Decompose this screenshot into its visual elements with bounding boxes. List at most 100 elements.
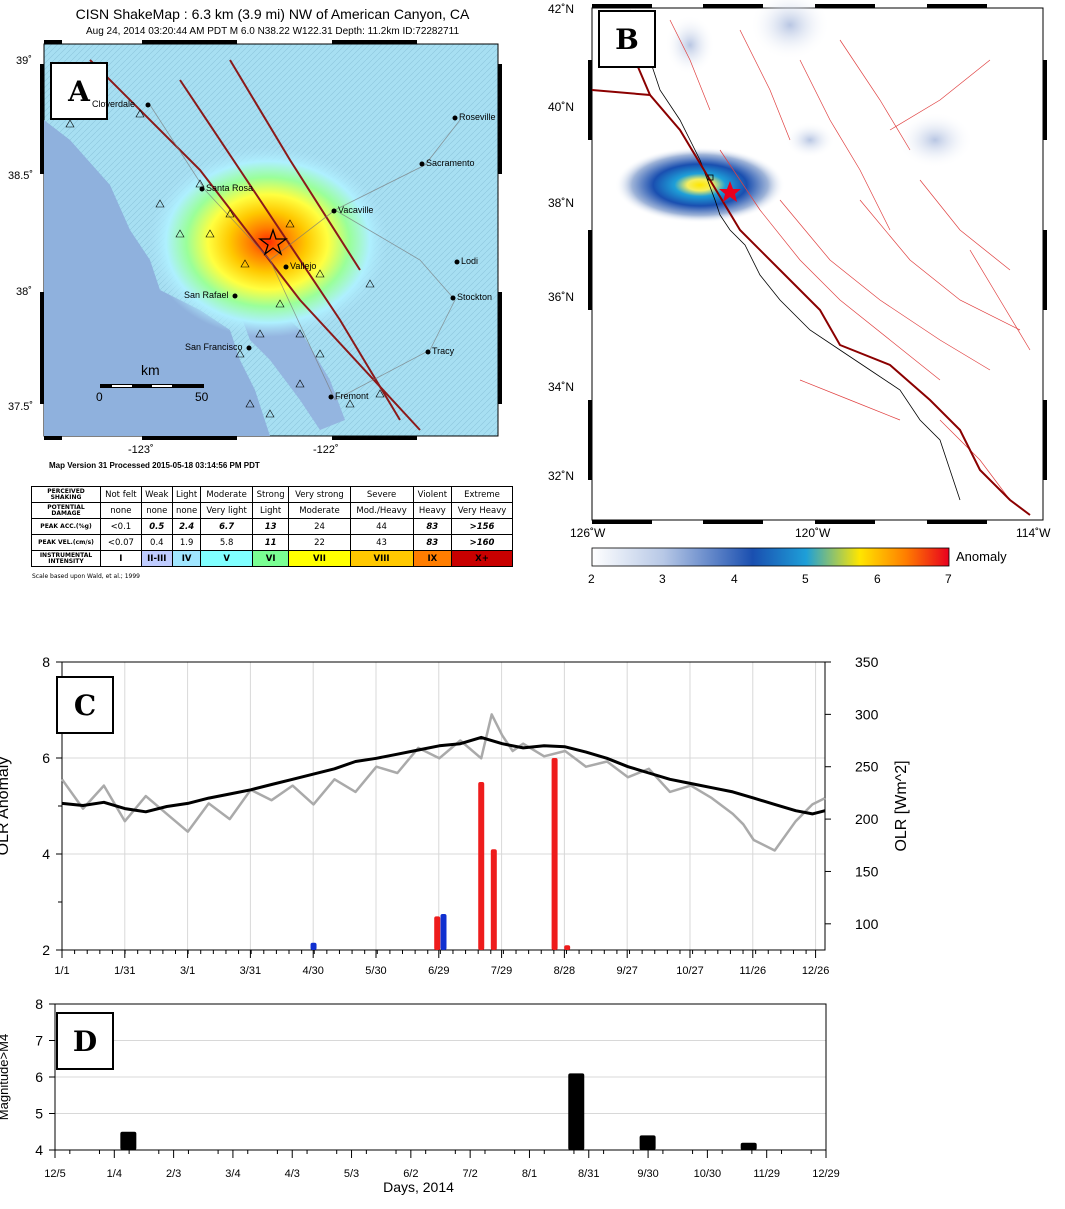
magnitude-bar — [639, 1135, 656, 1150]
lon-tick: -123˚ — [128, 444, 154, 456]
intensity-row-header: POTENTIAL DAMAGE — [31, 502, 101, 519]
lat-tick: 40˚N — [548, 100, 575, 114]
x-tick-label: 1/1 — [54, 965, 69, 977]
city-label: San Francisco — [185, 342, 243, 352]
intensity-row-header: PEAK ACC.(%g) — [31, 518, 101, 535]
scale-min: 0 — [96, 390, 103, 404]
y-tick-label: 5 — [35, 1106, 43, 1122]
y-tick-label: 8 — [35, 996, 43, 1012]
red-anomaly-bar — [564, 945, 571, 950]
intensity-cell: 83 — [412, 534, 453, 551]
x-tick-label: 8/1 — [522, 1168, 537, 1180]
magnitude-bar — [120, 1131, 137, 1150]
intensity-cell: Very Heavy — [451, 502, 513, 519]
lon-tick: -122˚ — [313, 444, 339, 456]
city-label: Stockton — [457, 292, 493, 302]
city-label: Tracy — [432, 346, 455, 356]
map-version: Map Version 31 Processed 2015-05-18 03:1… — [49, 461, 260, 470]
lat-tick: 38.5˚ — [8, 170, 34, 182]
intensity-cell: Extreme — [451, 486, 513, 503]
lat-tick: 38˚N — [548, 196, 575, 210]
red-anomaly-bar — [434, 916, 441, 950]
intensity-cell: >156 — [451, 518, 513, 535]
intensity-cell: IV — [171, 550, 202, 567]
x-tick-label: 6/2 — [403, 1168, 418, 1180]
intensity-cell: Light — [171, 486, 202, 503]
intensity-table-row: PEAK ACC.(%g) <0.1 0.5 2.4 6.7 13 24 44 83 >156 — [31, 518, 513, 535]
x-tick-label: 8/28 — [554, 965, 575, 977]
intensity-table-row: INSTRUMENTAL INTENSITY I II-III IV V VI VII VII… — [31, 550, 513, 567]
intensity-cell: Not felt — [100, 486, 142, 503]
intensity-cell: 43 — [349, 534, 414, 551]
city-label: Lodi — [461, 256, 479, 266]
intensity-table-row: POTENTIAL DAMAGE none none none Very light Li… — [31, 502, 513, 519]
intensity-cell: 1.9 — [171, 534, 202, 551]
shakemap-map — [40, 40, 502, 440]
y-tick-label: 6 — [42, 750, 50, 766]
lat-tick: 42˚N — [548, 2, 575, 16]
blue-anomaly-bar — [310, 942, 317, 950]
intensity-cell: 24 — [288, 518, 351, 535]
x-tick-label: 9/30 — [637, 1168, 658, 1180]
x-tick-label: 10/30 — [694, 1168, 722, 1180]
city-label: Vallejo — [290, 261, 317, 271]
intensity-cell: <0.1 — [100, 518, 142, 535]
lon-tick: 114˚W — [1016, 526, 1051, 540]
epicenter-star-icon — [719, 181, 741, 202]
intensity-cell: 6.7 — [200, 518, 253, 535]
y-right-tick-label: 350 — [855, 654, 879, 670]
x-tick-label: 3/4 — [225, 1168, 240, 1180]
x-tick-label: 3/1 — [180, 965, 195, 977]
intensity-cell: 13 — [251, 518, 290, 535]
y-right-axis-title: OLR [Wm^2] — [893, 760, 910, 851]
panel-a-label: A — [50, 62, 108, 120]
red-anomaly-bar — [551, 758, 558, 950]
magnitude-chart: 4 5 6 7 8 12/5 1/4 2/3 3/4 4/3 5/3 6/2 7/2 8/1 8/31 9/3… — [0, 996, 840, 1195]
intensity-cell: >160 — [451, 534, 513, 551]
lat-tick: 32˚N — [548, 469, 575, 483]
intensity-cell: Severe — [349, 486, 414, 503]
x-tick-label: 11/29 — [753, 1168, 780, 1180]
x-tick-label: 7/29 — [491, 965, 512, 977]
intensity-cell: 22 — [288, 534, 351, 551]
x-tick-label: 1/4 — [107, 1168, 122, 1180]
colorbar-tick: 7 — [945, 572, 952, 586]
intensity-cell: Light — [251, 502, 290, 519]
intensity-cell: none — [171, 502, 202, 519]
intensity-cell: Very strong — [288, 486, 351, 503]
panel-c-label: C — [56, 676, 114, 734]
lat-tick: 39˚ — [16, 55, 32, 67]
x-tick-label: 12/5 — [44, 1168, 65, 1180]
intensity-cell: Mod./Heavy — [349, 502, 414, 519]
x-tick-label: 4/3 — [285, 1168, 300, 1180]
red-anomaly-bar — [490, 849, 497, 950]
lon-tick: 120˚W — [795, 526, 831, 540]
intensity-cell: 44 — [349, 518, 414, 535]
y-axis-title: Magnitude>M4 — [0, 1034, 11, 1120]
intensity-cell: Moderate — [200, 486, 253, 503]
y-right-tick-label: 100 — [855, 916, 879, 932]
scale-max: 50 — [195, 390, 209, 404]
intensity-row-header: PERCEIVED SHAKING — [31, 486, 101, 503]
lat-tick: 36˚N — [548, 290, 575, 304]
lat-tick: 38˚ — [16, 286, 32, 298]
y-right-tick-label: 150 — [855, 863, 879, 879]
panel-b-label: B — [598, 10, 656, 68]
lat-tick: 37.5˚ — [8, 401, 34, 413]
x-tick-label: 3/31 — [240, 965, 261, 977]
x-tick-label: 11/26 — [739, 965, 766, 977]
scale-unit: km — [141, 362, 160, 378]
y-right-tick-label: 300 — [855, 706, 879, 722]
x-tick-label: 10/27 — [676, 965, 704, 977]
panel-b: B 42˚N 40˚N 38˚N 36˚N 34˚N 32˚N 126˚W 12… — [540, 0, 1065, 600]
city-label: Vacaville — [338, 205, 374, 215]
colorbar-tick: 4 — [731, 572, 738, 586]
olr-chart: 2 4 6 8 100 150 200 250 300 350 1/1 1/31 3/1 3/31 4/30… — [0, 654, 910, 977]
y-right-tick-label: 200 — [855, 811, 879, 827]
colorbar-tick: 5 — [802, 572, 809, 586]
x-tick-label: 6/29 — [428, 965, 449, 977]
y-tick-label: 7 — [35, 1033, 43, 1049]
intensity-cell: VI — [251, 550, 290, 567]
lon-tick: 126˚W — [570, 526, 606, 540]
x-axis-title: Days, 2014 — [383, 1179, 454, 1195]
